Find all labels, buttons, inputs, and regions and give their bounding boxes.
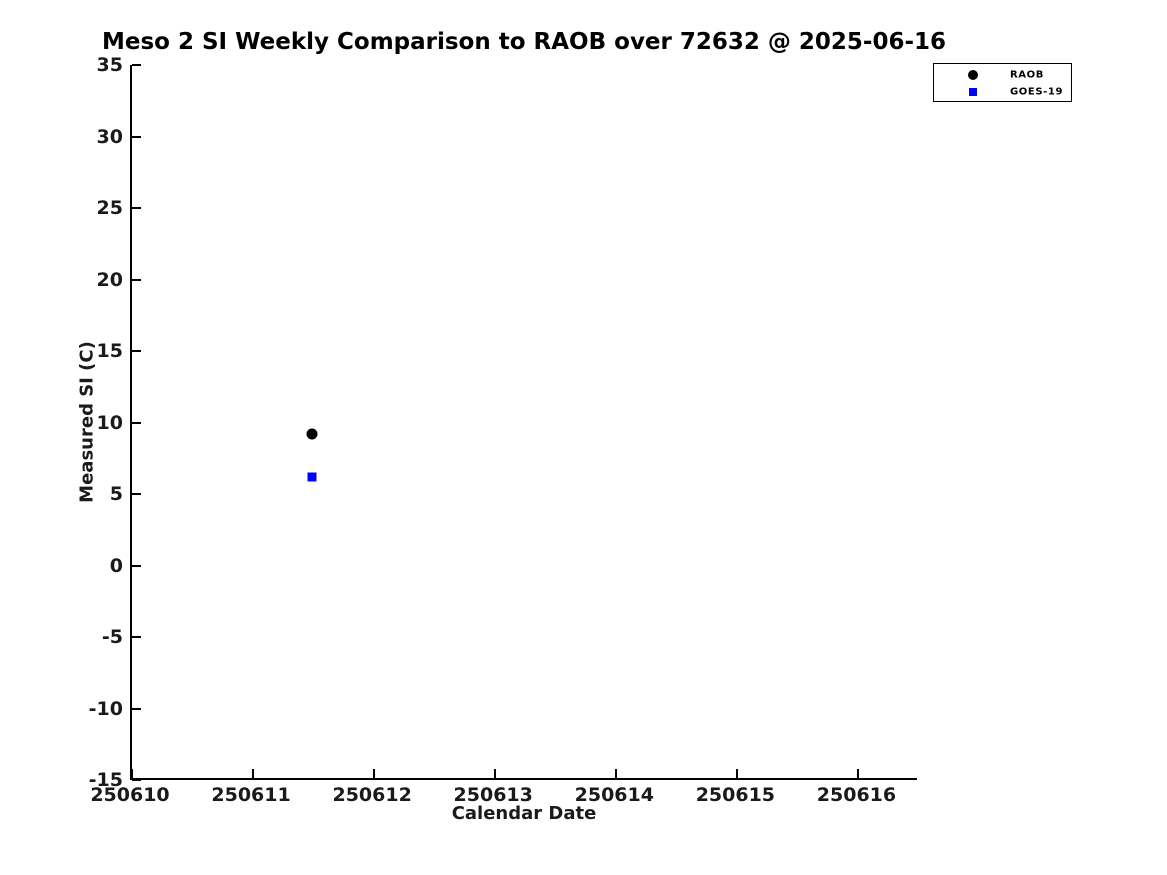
legend-label-goes-19: GOES-19 bbox=[1010, 86, 1064, 97]
x-tick-label: 250615 bbox=[695, 784, 776, 806]
y-axis-tick bbox=[132, 779, 141, 781]
goes-19-square-icon bbox=[969, 87, 977, 96]
y-tick-label: 10 bbox=[96, 411, 123, 434]
legend-label-raob: RAOB bbox=[1010, 69, 1044, 80]
y-axis-tick bbox=[132, 421, 141, 424]
y-tick-label: 0 bbox=[109, 554, 123, 577]
y-axis-tick bbox=[132, 278, 141, 281]
y-axis-tick bbox=[132, 207, 141, 209]
x-axis-label: Calendar Date bbox=[451, 803, 597, 824]
x-axis-tick bbox=[373, 769, 376, 778]
x-tick-label: 250616 bbox=[816, 784, 897, 806]
y-axis-tick bbox=[132, 493, 141, 495]
x-axis-tick bbox=[736, 769, 739, 778]
legend: RAOB GOES-19 bbox=[933, 63, 1072, 102]
y-tick-label: 20 bbox=[96, 268, 123, 291]
y-tick-label: 15 bbox=[96, 340, 123, 362]
y-axis-tick bbox=[132, 350, 141, 352]
y-tick-label: 5 bbox=[109, 483, 123, 505]
y-axis-tick bbox=[132, 707, 141, 710]
x-tick-label: 250612 bbox=[332, 784, 412, 806]
y-tick-label: -10 bbox=[88, 697, 123, 720]
y-axis-tick bbox=[132, 64, 141, 66]
x-axis-tick bbox=[131, 769, 133, 778]
x-axis-tick bbox=[857, 769, 860, 778]
y-axis-tick bbox=[132, 636, 141, 638]
y-tick-label: 30 bbox=[96, 125, 123, 148]
x-axis-tick bbox=[615, 769, 618, 778]
x-tick-label: 250611 bbox=[211, 784, 291, 806]
y-tick-label: 35 bbox=[96, 54, 123, 76]
chart-title: Meso 2 SI Weekly Comparison to RAOB over… bbox=[101, 29, 947, 55]
y-tick-label: -5 bbox=[101, 626, 123, 648]
x-axis-tick bbox=[252, 769, 255, 778]
raob-circle-icon bbox=[968, 69, 978, 80]
plot-area bbox=[130, 64, 917, 781]
legend-item-goes-19: GOES-19 bbox=[934, 83, 1071, 100]
x-axis-tick bbox=[494, 769, 497, 778]
x-tick-label: 250610 bbox=[90, 784, 170, 806]
legend-item-raob: RAOB bbox=[934, 66, 1071, 83]
y-tick-label: 25 bbox=[96, 197, 123, 219]
y-tick-label: -15 bbox=[88, 769, 123, 791]
data-point-goes-19 bbox=[307, 472, 317, 482]
y-axis-tick bbox=[132, 564, 141, 567]
x-tick-label: 250614 bbox=[574, 784, 654, 806]
data-point-raob bbox=[306, 428, 318, 440]
y-axis-tick bbox=[132, 135, 141, 138]
x-tick-label: 250613 bbox=[453, 784, 533, 806]
